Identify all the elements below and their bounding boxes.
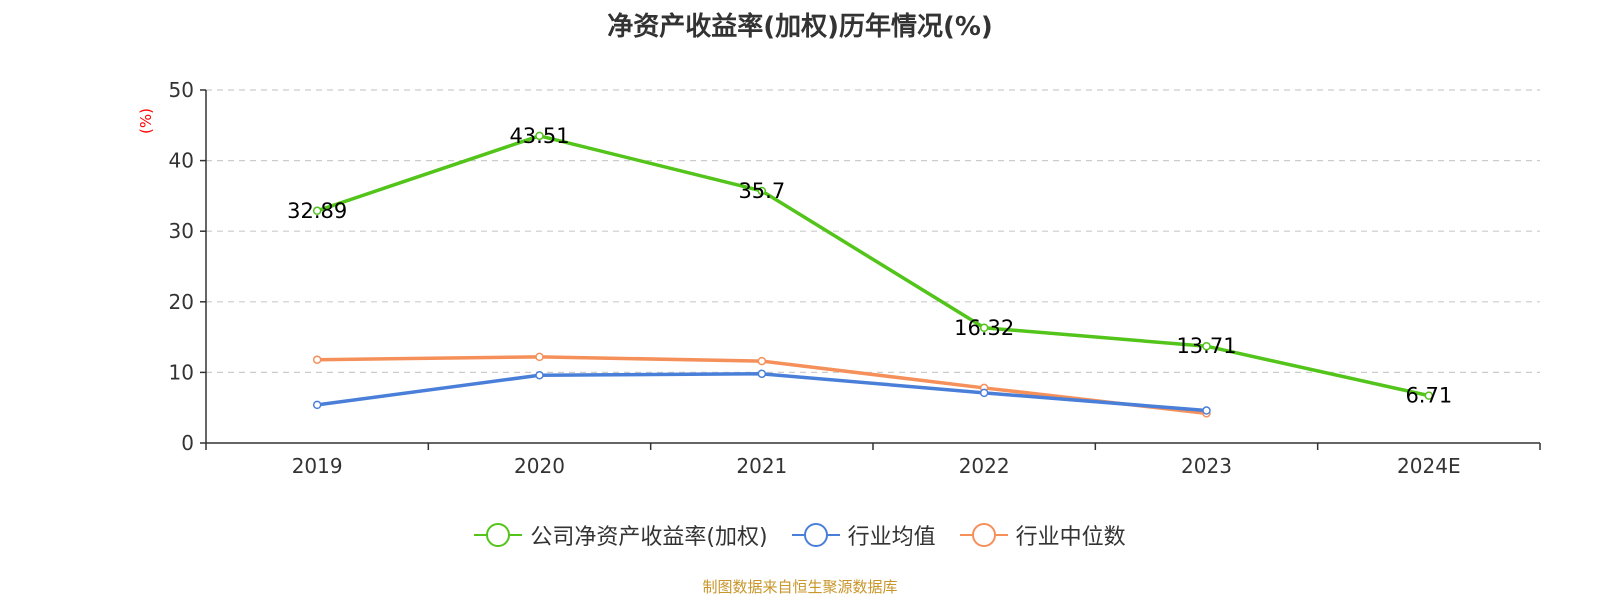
data-label: 32.89 xyxy=(287,199,347,223)
data-point xyxy=(312,355,322,364)
data-labels: 32.89 43.51 35.7 16.32 13.71 6.71 xyxy=(287,124,1452,408)
data-label: 13.71 xyxy=(1176,334,1236,358)
y-tick-label: 0 xyxy=(181,431,194,455)
data-point xyxy=(757,356,767,366)
data-source-note: 制图数据来自恒生聚源数据库 xyxy=(702,578,898,596)
y-tick-label: 40 xyxy=(169,149,194,173)
x-tick-label: 2020 xyxy=(514,454,565,478)
series-line xyxy=(316,134,1430,398)
y-tick-label: 50 xyxy=(169,78,194,102)
data-point xyxy=(535,370,544,380)
x-tick-label: 2024E xyxy=(1397,454,1461,478)
data-point xyxy=(757,369,767,379)
x-tick-label: 2021 xyxy=(736,454,787,478)
data-label: 16.32 xyxy=(954,316,1014,340)
data-point xyxy=(979,323,989,333)
legend-line-marker-icon xyxy=(791,522,840,548)
data-label: 6.71 xyxy=(1405,384,1452,408)
data-point xyxy=(1202,341,1211,351)
legend-label: 公司净资产收益率(加权) xyxy=(530,525,768,550)
legend: 公司净资产收益率(加权) 行业均值 行业中位数 xyxy=(0,519,1600,551)
y-tick-label: 30 xyxy=(169,219,194,243)
data-point xyxy=(535,352,544,362)
chart-title: 净资产收益率(加权)历年情况(%) xyxy=(607,12,993,42)
x-tick-label: 2023 xyxy=(1181,454,1232,478)
legend-line-marker-icon xyxy=(474,522,523,548)
legend-item[interactable]: 行业均值 xyxy=(791,519,936,551)
grid-lines xyxy=(206,89,1540,373)
data-point xyxy=(312,206,322,216)
data-point xyxy=(1424,391,1434,400)
data-label: 43.51 xyxy=(509,124,569,148)
data-point xyxy=(757,186,767,196)
data-point xyxy=(535,131,544,141)
legend-item[interactable]: 行业中位数 xyxy=(959,519,1126,551)
data-point xyxy=(979,388,989,398)
legend-label: 行业中位数 xyxy=(1015,525,1126,550)
data-point xyxy=(1202,406,1211,415)
x-tick-label: 2019 xyxy=(292,454,343,478)
y-tick-label: 20 xyxy=(169,290,194,314)
series-lines xyxy=(312,131,1434,418)
x-tick-label: 2022 xyxy=(959,454,1010,478)
series-line xyxy=(316,372,1207,413)
legend-line-marker-icon xyxy=(959,522,1008,548)
legend-label: 行业均值 xyxy=(847,525,936,550)
axes: 0 10 20 30 40 50 2019 2020 2021 2022 2023 2024E xyxy=(169,78,1541,478)
y-tick-label: 10 xyxy=(169,360,194,384)
data-label: 35.7 xyxy=(738,179,785,203)
data-point xyxy=(312,400,322,410)
legend-item[interactable]: 公司净资产收益率(加权) xyxy=(474,519,768,551)
